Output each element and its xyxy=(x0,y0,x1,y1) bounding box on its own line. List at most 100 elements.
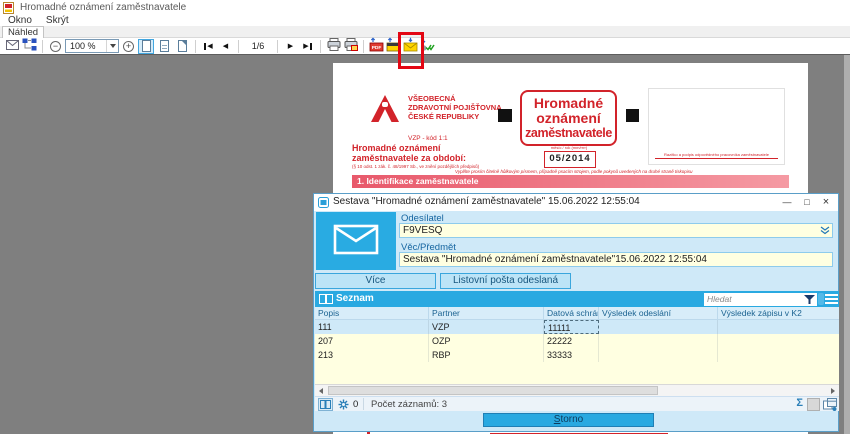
zoom-level-select[interactable]: 100 % xyxy=(65,39,119,53)
table-empty-area xyxy=(315,362,839,384)
tab-nahled[interactable]: Náhled xyxy=(2,26,44,38)
window-titlebar: Hromadné oznámení zaměstnavatele xyxy=(0,0,850,15)
columns-view-button[interactable] xyxy=(318,398,333,411)
column-header[interactable]: Výsledek odeslání xyxy=(599,307,718,319)
filter-funnel-icon[interactable] xyxy=(804,294,815,308)
menu-item-okno[interactable]: Okno xyxy=(8,15,32,26)
zoom-level-value: 100 % xyxy=(70,41,96,51)
send-email-icon xyxy=(403,37,418,55)
cell-popis[interactable]: 207 xyxy=(315,334,429,348)
cell-datova-schranka[interactable]: 22222 xyxy=(544,334,599,348)
report-overview-button[interactable] xyxy=(5,38,20,54)
cancel-button[interactable]: Storno xyxy=(483,413,654,427)
registration-mark xyxy=(498,109,512,122)
last-page-button[interactable]: ▶ xyxy=(300,38,315,54)
toolbar-separator xyxy=(195,39,196,53)
page-fold-icon xyxy=(177,40,187,52)
zoom-out-button[interactable]: − xyxy=(48,38,63,54)
period-box-label: měsíc / rok (mm/rrrr) xyxy=(550,145,588,150)
envelope-outline-icon xyxy=(6,39,19,53)
cell-vysledek-odeslani[interactable] xyxy=(599,334,718,348)
envelope-icon xyxy=(333,224,379,258)
cell-vysledek-odeslani[interactable] xyxy=(599,320,718,334)
copy-table-icon[interactable] xyxy=(823,398,837,414)
column-header[interactable]: Výsledek zápisu v K2 xyxy=(721,308,802,318)
send-email-button[interactable] xyxy=(398,32,424,69)
cell-vysledek-zapisu[interactable] xyxy=(718,320,839,334)
table-header-row: Popis Partner Datová schránka Výsledek o… xyxy=(315,307,839,320)
export-pdf-button[interactable]: PDF xyxy=(369,37,384,55)
send-report-dialog: Sestava "Hromadné oznámení zaměstnavatel… xyxy=(313,193,839,432)
form-title-box: Hromadné oznámení zaměstnavatele xyxy=(520,90,617,146)
column-header[interactable]: Datová schránka xyxy=(544,307,599,319)
next-page-button[interactable]: ▶ xyxy=(283,38,298,54)
print-button[interactable] xyxy=(326,38,341,54)
cell-partner[interactable]: OZP xyxy=(429,334,544,348)
column-header[interactable]: Partner xyxy=(429,307,544,319)
table-row[interactable]: 111 VZP 11111 xyxy=(315,320,839,334)
gear-icon[interactable] xyxy=(338,399,349,413)
cell-vysledek-zapisu[interactable] xyxy=(718,334,839,348)
minimize-button[interactable]: — xyxy=(782,197,792,207)
preview-toolbar: − 100 % + ◀ ◀ 1/6 ▶ ▶ PDF xyxy=(0,32,850,69)
vzp-logo xyxy=(368,92,402,127)
cell-vysledek-odeslani[interactable] xyxy=(599,348,718,362)
preview-vertical-scrollbar[interactable] xyxy=(844,55,850,434)
law-note: (§ 10 odst. 1 zák. č. 48/1997 Sb., ve zn… xyxy=(352,164,480,169)
first-page-button[interactable]: ◀ xyxy=(201,38,216,54)
hamburger-menu-icon[interactable] xyxy=(825,294,838,304)
subject-input[interactable] xyxy=(399,252,833,267)
export-file-button[interactable] xyxy=(386,37,401,54)
book-icon xyxy=(319,294,333,307)
zoom-in-button[interactable]: + xyxy=(121,38,136,54)
insurer-name-line: ZDRAVOTNÍ POJIŠŤOVNA xyxy=(408,103,502,112)
sent-mail-button[interactable]: Listovní pošta odeslaná xyxy=(440,273,571,289)
form-title-line: oznámení xyxy=(536,110,601,126)
maximize-button[interactable]: □ xyxy=(804,197,810,207)
dialog-icon xyxy=(318,197,329,211)
scroll-right-icon[interactable] xyxy=(827,385,839,396)
more-button[interactable]: Více xyxy=(315,273,436,289)
toolbar-separator xyxy=(238,39,239,53)
view-whole-page-button[interactable] xyxy=(138,38,154,54)
column-header[interactable]: Popis xyxy=(315,307,429,319)
sum-icon[interactable]: Σ xyxy=(796,397,803,409)
process-check-button[interactable] xyxy=(420,38,435,54)
panel-corner-button[interactable] xyxy=(818,293,824,305)
stamp-note: Razítko a podpis odpovědného pracovníka … xyxy=(655,152,778,159)
export-pdf-icon: PDF xyxy=(369,37,384,55)
table-row[interactable]: 207 OZP 22222 xyxy=(315,334,839,348)
scrollbar-thumb[interactable] xyxy=(328,386,658,395)
cell-popis[interactable]: 213 xyxy=(315,348,429,362)
cell-popis[interactable]: 111 xyxy=(315,320,429,334)
zoom-out-icon: − xyxy=(50,40,61,52)
cell-partner[interactable]: VZP xyxy=(429,320,544,334)
toolbar-separator xyxy=(42,39,43,53)
close-button[interactable]: × xyxy=(822,196,830,208)
view-page-width-button[interactable] xyxy=(156,39,172,54)
scroll-left-icon[interactable] xyxy=(315,385,327,396)
search-input[interactable] xyxy=(704,292,817,306)
menu-item-skryt[interactable]: Skrýt xyxy=(45,15,69,26)
previous-page-button[interactable]: ◀ xyxy=(218,38,233,54)
report-tree-button[interactable] xyxy=(22,38,37,54)
period-value-box: 05/2014 xyxy=(544,151,596,168)
menu-bar: Okno Skrýt xyxy=(0,15,850,26)
print-settings-button[interactable] xyxy=(343,38,358,54)
cell-vysledek-zapisu[interactable] xyxy=(718,348,839,362)
view-actual-size-button[interactable] xyxy=(174,39,190,54)
sender-input[interactable] xyxy=(399,223,833,238)
last-page-icon: ▶ xyxy=(303,42,309,50)
previous-page-icon: ◀ xyxy=(222,42,229,50)
cell-datova-schranka[interactable]: 33333 xyxy=(544,348,599,362)
form-red-tick xyxy=(367,431,370,434)
cell-partner[interactable]: RBP xyxy=(429,348,544,362)
cell-datova-schranka[interactable]: 11111 xyxy=(544,320,599,334)
pdf-label: PDF xyxy=(372,45,382,51)
search-box xyxy=(704,292,817,308)
table-horizontal-scrollbar[interactable] xyxy=(315,384,839,396)
table-row[interactable]: 213 RBP 33333 xyxy=(315,348,839,362)
insurer-name-line: VŠEOBECNÁ xyxy=(408,94,456,103)
page-icon xyxy=(141,40,151,52)
